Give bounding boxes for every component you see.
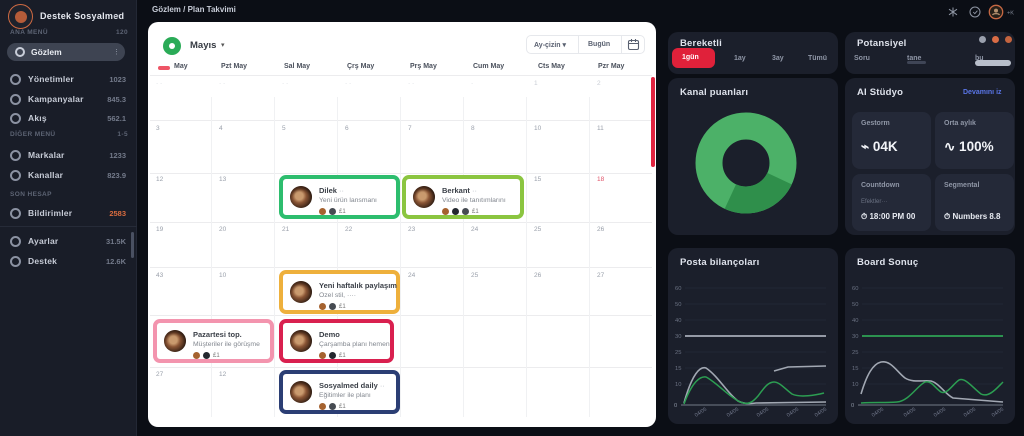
svg-text:+K: +K	[1007, 11, 1014, 17]
svg-text:04/05: 04/05	[963, 407, 977, 419]
svg-text:04/05: 04/05	[991, 407, 1005, 419]
svg-text:40: 40	[675, 318, 681, 324]
svg-text:04/05: 04/05	[814, 407, 828, 419]
svg-text:25: 25	[675, 350, 681, 356]
svg-text:04/05: 04/05	[694, 407, 708, 419]
svg-text:04/05: 04/05	[933, 407, 947, 419]
svg-text:04/05: 04/05	[726, 407, 740, 419]
svg-text:04/05: 04/05	[903, 407, 917, 419]
svg-text:15: 15	[675, 366, 681, 372]
svg-text:0: 0	[674, 403, 677, 409]
svg-text:40: 40	[852, 318, 858, 324]
svg-text:04/05: 04/05	[756, 407, 770, 419]
svg-text:30: 30	[675, 334, 681, 340]
svg-text:0: 0	[851, 403, 854, 409]
svg-text:04/05: 04/05	[786, 407, 800, 419]
svg-text:10: 10	[852, 382, 858, 388]
svg-text:50: 50	[675, 302, 681, 308]
svg-text:30: 30	[852, 334, 858, 340]
svg-text:10: 10	[675, 382, 681, 388]
svg-text:60: 60	[852, 286, 858, 292]
svg-text:60: 60	[675, 286, 681, 292]
svg-text:15: 15	[852, 366, 858, 372]
svg-text:04/05: 04/05	[871, 407, 885, 419]
svg-text:50: 50	[852, 302, 858, 308]
svg-text:25: 25	[852, 350, 858, 356]
